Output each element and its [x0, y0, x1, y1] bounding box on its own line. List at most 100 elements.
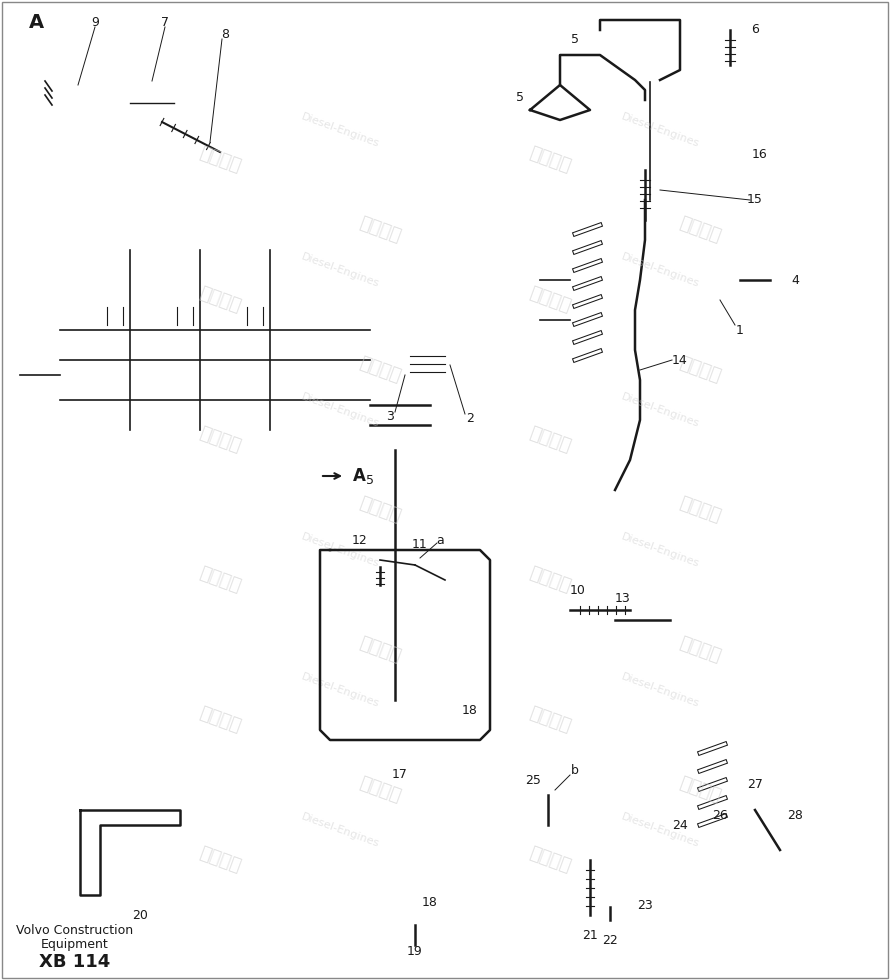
Bar — [70, 765, 105, 785]
Text: 24: 24 — [672, 818, 688, 831]
Bar — [60, 250, 370, 430]
Circle shape — [637, 182, 653, 198]
Circle shape — [236, 396, 244, 404]
Bar — [582, 910, 598, 920]
Circle shape — [675, 845, 685, 855]
Circle shape — [603, 893, 617, 907]
Text: 紫发动力: 紫发动力 — [676, 354, 724, 386]
Text: 紫发动力: 紫发动力 — [357, 494, 403, 526]
Circle shape — [93, 693, 107, 707]
Circle shape — [112, 824, 128, 840]
Text: XB 114: XB 114 — [39, 953, 110, 971]
Circle shape — [30, 355, 40, 365]
Circle shape — [356, 396, 364, 404]
Circle shape — [71, 97, 83, 109]
Ellipse shape — [158, 237, 218, 282]
Text: 23: 23 — [637, 899, 653, 911]
Text: 紫发动力: 紫发动力 — [357, 634, 403, 665]
Ellipse shape — [228, 237, 288, 282]
Circle shape — [631, 200, 639, 208]
Text: 27: 27 — [747, 778, 763, 792]
Text: 22: 22 — [603, 934, 618, 947]
Circle shape — [82, 770, 92, 780]
Polygon shape — [320, 550, 490, 740]
Text: 11: 11 — [412, 538, 428, 552]
Text: 紫发动力: 紫发动力 — [676, 494, 724, 526]
Circle shape — [30, 385, 40, 395]
Text: b: b — [571, 763, 578, 776]
Bar — [390, 723, 410, 735]
Circle shape — [138, 89, 166, 117]
Circle shape — [637, 162, 653, 178]
Text: 紫发动力: 紫发动力 — [197, 844, 243, 876]
Text: Diesel-Engines: Diesel-Engines — [300, 391, 380, 429]
Text: 紫发动力: 紫发动力 — [527, 424, 573, 456]
Bar — [18, 5, 298, 160]
Circle shape — [411, 871, 429, 889]
Circle shape — [643, 63, 657, 77]
Bar — [65, 80, 90, 115]
Circle shape — [63, 633, 77, 647]
Circle shape — [425, 755, 435, 765]
Text: 16: 16 — [752, 149, 768, 162]
Circle shape — [715, 835, 725, 845]
Text: 5: 5 — [571, 33, 579, 46]
Text: 2: 2 — [466, 412, 474, 424]
Circle shape — [407, 557, 423, 573]
Text: 紫发动力: 紫发动力 — [197, 144, 243, 175]
Text: 3: 3 — [386, 411, 394, 423]
Bar — [158, 258, 218, 300]
Text: 15: 15 — [747, 193, 763, 207]
Circle shape — [790, 830, 800, 840]
Text: 紫发动力: 紫发动力 — [676, 634, 724, 665]
Circle shape — [541, 788, 555, 802]
Circle shape — [340, 580, 360, 600]
Circle shape — [710, 830, 730, 850]
Ellipse shape — [88, 237, 148, 282]
Circle shape — [638, 58, 662, 82]
Text: Diesel-Engines: Diesel-Engines — [619, 531, 700, 568]
Text: 4: 4 — [791, 273, 799, 286]
Bar — [20, 360, 70, 390]
Circle shape — [94, 755, 106, 767]
Text: 18: 18 — [422, 896, 438, 908]
Text: 21: 21 — [582, 928, 598, 942]
Circle shape — [570, 210, 750, 390]
Bar — [430, 723, 450, 735]
Text: 1: 1 — [736, 323, 744, 336]
Bar — [405, 342, 450, 380]
Text: 紫发动力: 紫发动力 — [527, 844, 573, 876]
Bar — [228, 258, 288, 300]
Circle shape — [345, 585, 355, 595]
Text: 紫发动力: 紫发动力 — [197, 564, 243, 596]
Circle shape — [630, 270, 690, 330]
Circle shape — [748, 803, 762, 817]
Text: 紫发动力: 紫发动力 — [197, 284, 243, 316]
Text: 28: 28 — [787, 808, 803, 821]
Circle shape — [723, 58, 737, 72]
Circle shape — [590, 230, 730, 370]
Text: Diesel-Engines: Diesel-Engines — [619, 811, 700, 849]
Text: Volvo Construction: Volvo Construction — [16, 923, 134, 937]
Bar — [436, 336, 466, 359]
Circle shape — [276, 396, 284, 404]
Text: 紫发动力: 紫发动力 — [197, 705, 243, 736]
Circle shape — [788, 853, 802, 867]
Text: 12: 12 — [352, 533, 368, 547]
Circle shape — [610, 250, 710, 350]
Text: 7: 7 — [161, 17, 169, 29]
Circle shape — [345, 695, 355, 705]
Circle shape — [373, 553, 387, 567]
Text: Diesel-Engines: Diesel-Engines — [619, 111, 700, 149]
Circle shape — [635, 870, 655, 890]
Circle shape — [627, 172, 663, 208]
Bar — [140, 95, 164, 111]
Bar — [60, 390, 370, 410]
Circle shape — [82, 867, 98, 883]
Circle shape — [583, 853, 597, 867]
Circle shape — [405, 905, 425, 925]
Text: Diesel-Engines: Diesel-Engines — [300, 811, 380, 849]
Ellipse shape — [560, 250, 640, 350]
Text: 9: 9 — [91, 17, 99, 29]
Circle shape — [340, 690, 360, 710]
